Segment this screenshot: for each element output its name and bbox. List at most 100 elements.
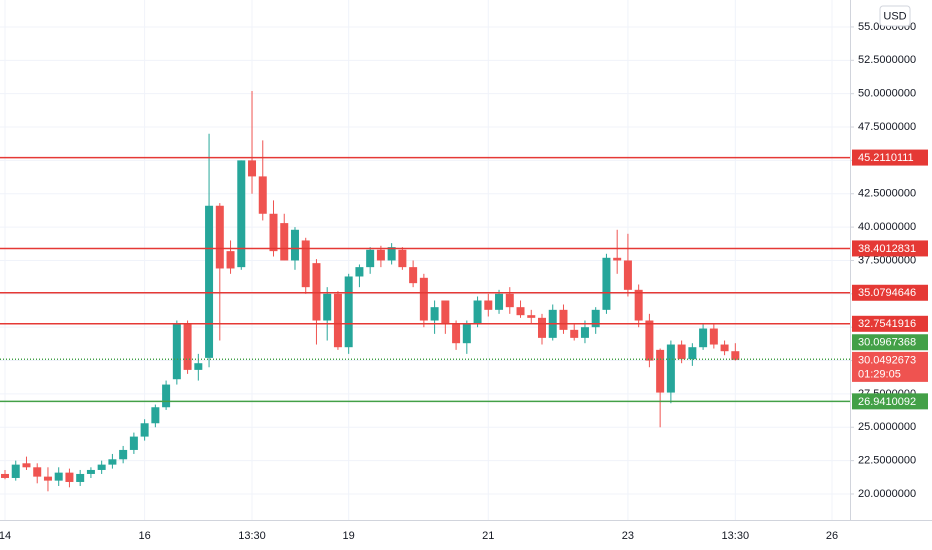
candle-body [613,257,622,261]
currency-box[interactable] [879,5,911,27]
candle-body [129,436,138,450]
price-label: 26.9410092 [858,396,916,408]
candle-body [248,160,257,177]
price-label: 38.4012831 [858,243,916,255]
candle-body [97,464,106,470]
x-tick-label: 26 [826,530,838,542]
candle-body [516,307,525,316]
candle-body [11,464,20,478]
candle-body [76,473,85,482]
y-tick-label: 47.5000000 [858,121,916,133]
candle-body [108,459,117,465]
candle-body [355,267,364,277]
x-tick-label: 19 [343,530,355,542]
candle-body [527,315,536,318]
candle-body [194,363,203,370]
candle-body [151,407,160,424]
candle-body [226,251,235,269]
grid [0,0,850,520]
candle-body [602,257,611,310]
candle-body [677,344,686,360]
y-tick-label: 20.0000000 [858,488,916,500]
y-tick-label: 22.5000000 [858,455,916,467]
candle-body [344,276,353,348]
x-tick-label: 16 [138,530,150,542]
x-tick-label: 13:30 [238,530,266,542]
y-tick-label: 52.5000000 [858,54,916,66]
candle-body [33,467,42,477]
candle-body [666,344,675,393]
candle-body [1,473,9,478]
candle-body [376,249,385,261]
last-price-label: 30.0492673 [858,354,916,366]
y-tick-label: 40.0000000 [858,221,916,233]
candle-body [419,277,428,321]
candle-body [559,309,568,330]
candle-body [162,384,171,408]
x-tick-label: 23 [622,530,634,542]
candle-body [430,307,439,321]
candle-body [623,260,632,290]
candle-body [462,323,471,344]
candle-body [473,300,482,324]
y-tick-label: 42.5000000 [858,188,916,200]
candle-body [86,469,95,474]
candle-body [709,328,718,345]
price-label: 45.2110111 [858,152,914,164]
price-label: 32.7541916 [858,318,916,330]
price-label: 35.0794646 [858,287,916,299]
candle-body [495,293,504,310]
price-label-box [852,315,928,332]
candle-body [183,324,192,370]
y-tick-label: 50.0000000 [858,88,916,100]
candle-body [280,223,289,261]
candle-body [269,213,278,252]
candle-body [505,293,514,308]
price-label-box [852,334,928,351]
candle-body [290,229,299,261]
candle-body [312,263,321,321]
candle-body [205,205,214,358]
candle-body [634,289,643,321]
candle-body [54,472,63,481]
candle-body [441,300,450,325]
candle-body [409,267,418,284]
y-tick-label: 37.5000000 [858,254,916,266]
candle-body [398,249,407,268]
candle-body [580,327,589,338]
price-label: 30.0967368 [858,337,916,349]
price-label-box [852,149,928,166]
price-label-box [852,240,928,257]
candle-body [538,317,546,338]
candle-body [237,160,246,268]
candle-body [484,300,493,310]
candle-body [591,309,600,328]
candle-body [387,247,396,261]
candle-body [720,344,729,352]
candle-body [645,320,654,361]
x-tick-label: 13:30 [722,530,750,542]
candle-body [43,476,52,481]
price-label-box [852,284,928,301]
candle-body [301,240,310,288]
countdown: 01:29:05 [858,368,901,380]
candle-body [258,176,267,214]
candle-body [452,324,461,344]
x-tick-label: 21 [482,530,494,542]
candle-body [323,293,332,321]
candle-body [688,347,697,360]
candle-body [656,349,665,393]
candle-body [172,324,181,380]
candle-body [140,423,149,437]
candle-body [22,463,31,468]
last-price-box [852,351,928,382]
x-tick-label: 14 [0,530,11,542]
candle-body [333,293,342,348]
plot-area [0,91,850,492]
candle-body [119,449,128,460]
currency[interactable]: USD [883,10,906,22]
candle-body [215,205,224,269]
axes: 20.000000022.500000025.000000027.5000000… [0,21,928,542]
